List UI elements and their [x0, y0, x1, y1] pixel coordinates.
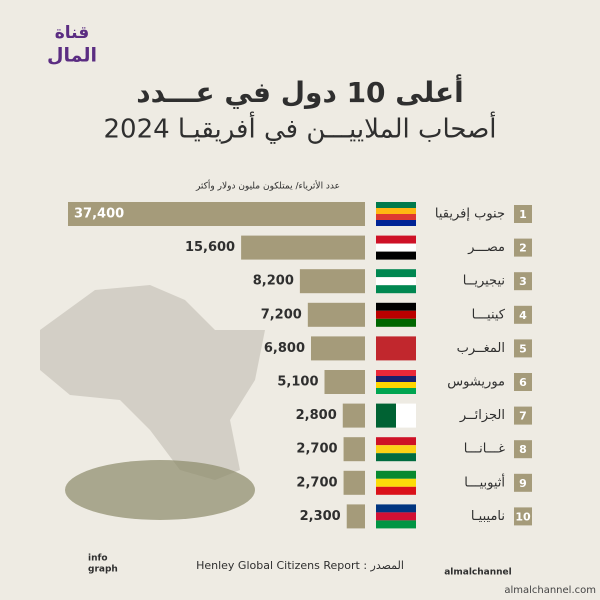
- value-label: 2,700: [296, 442, 337, 457]
- flag: [376, 370, 416, 376]
- rank-number: 4: [519, 309, 527, 322]
- flag: [376, 302, 416, 311]
- rank-box: [514, 339, 532, 358]
- country-name: مصـــر: [467, 240, 505, 255]
- value-label: 6,800: [264, 341, 305, 356]
- value-label: 8,200: [253, 274, 294, 289]
- rank-box: [514, 373, 532, 391]
- rank-box: [514, 305, 532, 324]
- rows: 37,400 جنوب إفريقيا 1 15,600 مصـــر 2 8,200 نيج…: [68, 202, 532, 529]
- bar: [343, 437, 365, 462]
- watermark: almalchannel.com: [504, 585, 596, 596]
- flag: [376, 382, 416, 388]
- flag: [376, 336, 416, 361]
- flag: [376, 243, 416, 252]
- rank-number: 1: [519, 208, 527, 221]
- bar: [311, 336, 365, 361]
- bar: [299, 269, 365, 294]
- bar: [343, 470, 365, 495]
- flag: [376, 470, 416, 479]
- flag: [376, 208, 416, 214]
- flag: [376, 445, 416, 454]
- flag: [376, 202, 416, 208]
- rank-box: [514, 406, 532, 425]
- country-name: الجزائــر: [459, 408, 505, 423]
- flag: [396, 403, 416, 428]
- rank-number: 10: [515, 510, 531, 523]
- value-label: 37,400: [74, 207, 124, 222]
- value-label: 7,200: [261, 307, 302, 322]
- flag: [376, 478, 416, 487]
- rank-number: 6: [519, 376, 527, 389]
- rank-box: [514, 507, 532, 526]
- flag: [376, 453, 416, 462]
- flag: [376, 376, 416, 382]
- value-label: 2,300: [300, 509, 341, 524]
- country-name: غـــانـــا: [464, 442, 505, 457]
- flag: [376, 520, 416, 529]
- flag: [376, 388, 416, 394]
- rank-box: [514, 440, 532, 459]
- country-name: نيجيريــا: [463, 274, 505, 289]
- rank-number: 3: [519, 275, 527, 288]
- bar: [307, 302, 365, 327]
- value-label: 2,700: [296, 475, 337, 490]
- country-name: موريشوس: [447, 375, 505, 390]
- flag: [376, 269, 416, 278]
- handle: almalchannel: [444, 568, 512, 578]
- bar: [68, 202, 365, 226]
- rank-number: 9: [519, 477, 527, 490]
- flag: [376, 220, 416, 226]
- source: Henley Global Citizens Report : المصدر: [196, 559, 404, 572]
- country-name: المغــرب: [457, 341, 505, 356]
- flag: [376, 318, 416, 327]
- bar: [241, 235, 365, 260]
- flag: [376, 403, 396, 428]
- country-name: أثيوبيـــا: [464, 473, 505, 490]
- africa-map: [40, 285, 265, 480]
- logo: قناة: [55, 23, 90, 43]
- value-label: 15,600: [185, 240, 235, 255]
- rank-number: 8: [519, 443, 527, 456]
- axis-label: عدد الأثرياء/ يمتلكون مليون دولار وأكثر: [195, 180, 340, 192]
- flag: [376, 235, 416, 244]
- title: أعلى 10 دول في عـــدد: [136, 74, 464, 109]
- country-name: ناميبيـا: [471, 509, 505, 524]
- brand: info: [88, 554, 108, 564]
- money-pile: [65, 460, 255, 520]
- subtitle: أصحاب الملاييـــن في أفريقيـا 2024: [104, 111, 497, 145]
- country-name: كينيـــا: [472, 307, 506, 322]
- rank-number: 2: [519, 242, 527, 255]
- flag: [376, 277, 416, 286]
- rank-box: [514, 238, 532, 257]
- bar: [324, 370, 365, 394]
- logo: المال: [47, 45, 97, 67]
- rank-box: [514, 272, 532, 291]
- flag: [376, 512, 416, 521]
- brand: graph: [88, 565, 118, 575]
- bar: [342, 403, 365, 428]
- flag: [376, 437, 416, 446]
- flag: [376, 251, 416, 260]
- rank-box: [514, 205, 532, 223]
- rank-box: [514, 473, 532, 492]
- value-label: 5,100: [277, 375, 318, 390]
- value-label: 2,800: [296, 408, 337, 423]
- flag: [376, 214, 416, 220]
- flag: [376, 310, 416, 319]
- flag: [376, 504, 416, 513]
- country-name: جنوب إفريقيا: [435, 207, 505, 222]
- rank-number: 7: [519, 410, 527, 423]
- flag: [376, 486, 416, 495]
- bar: [346, 504, 365, 529]
- rank-number: 5: [519, 342, 527, 355]
- flag: [376, 285, 416, 294]
